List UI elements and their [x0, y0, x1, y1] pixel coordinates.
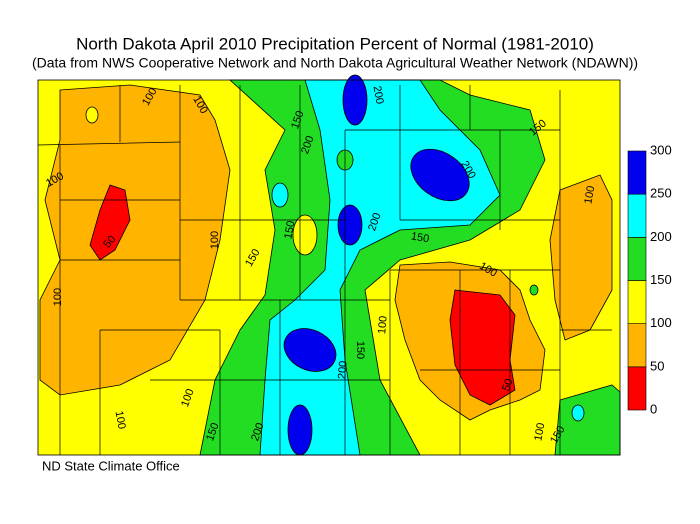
subtitle: (Data from NWS Cooperative Network and N… — [32, 55, 638, 71]
map-frame — [37, 79, 621, 456]
contour-label: 100 — [52, 288, 64, 306]
contour-label: 150 — [282, 220, 297, 240]
contour-label: 200 — [371, 85, 386, 105]
legend-tick-label: 50 — [650, 358, 664, 373]
legend-tick-label: 250 — [650, 186, 672, 201]
legend-tick-label: 150 — [650, 272, 672, 287]
legend-tick-label: 200 — [650, 229, 672, 244]
contour-label: 50 — [500, 377, 515, 393]
contour-label: 200 — [366, 211, 384, 232]
contour-label: 200 — [299, 134, 317, 155]
contour-label: 100 — [532, 422, 547, 442]
contour-label: 150 — [289, 109, 307, 130]
county-lines — [37, 85, 612, 455]
precip-region — [283, 328, 337, 372]
precip-region — [271, 182, 289, 208]
contour-label: 150 — [410, 230, 430, 245]
legend-band — [627, 323, 647, 368]
precip-region — [449, 289, 516, 406]
contour-label: 100 — [582, 185, 597, 205]
precip-region — [292, 214, 318, 256]
legend-band — [627, 193, 647, 238]
contour-label: 150 — [204, 421, 222, 442]
legend-band — [627, 150, 647, 195]
credit: ND State Climate Office — [42, 458, 180, 473]
legend-tick-label: 300 — [650, 142, 672, 157]
contour-label: 200 — [336, 360, 350, 379]
precip-region — [89, 184, 131, 261]
precip-region — [529, 284, 539, 296]
title: North Dakota April 2010 Precipitation Pe… — [76, 34, 594, 53]
precip-region — [571, 404, 585, 422]
precip-region — [85, 106, 99, 124]
contour-label: 100 — [113, 410, 128, 430]
contour-label: 200 — [249, 421, 267, 442]
precip-region — [342, 74, 368, 126]
map: 100 100 150 200 200 150 100 50 100 150 150 200 150 20… — [37, 74, 621, 456]
precip-region — [337, 204, 363, 246]
legend-band — [627, 280, 647, 324]
precip-region — [39, 84, 231, 396]
precip-region — [410, 148, 470, 202]
legend-band — [627, 237, 647, 281]
precip-region — [287, 404, 313, 456]
contour-label: 100 — [376, 315, 390, 334]
legend-tick-label: 0 — [650, 401, 657, 416]
contour-label: 100 — [209, 231, 221, 249]
legend: 0 50 100 150 200 250 300 — [627, 142, 672, 416]
contour-label: 150 — [354, 341, 366, 359]
contour-label: 100 — [179, 387, 197, 408]
legend-band — [627, 366, 647, 411]
legend-tick-label: 100 — [650, 315, 672, 330]
